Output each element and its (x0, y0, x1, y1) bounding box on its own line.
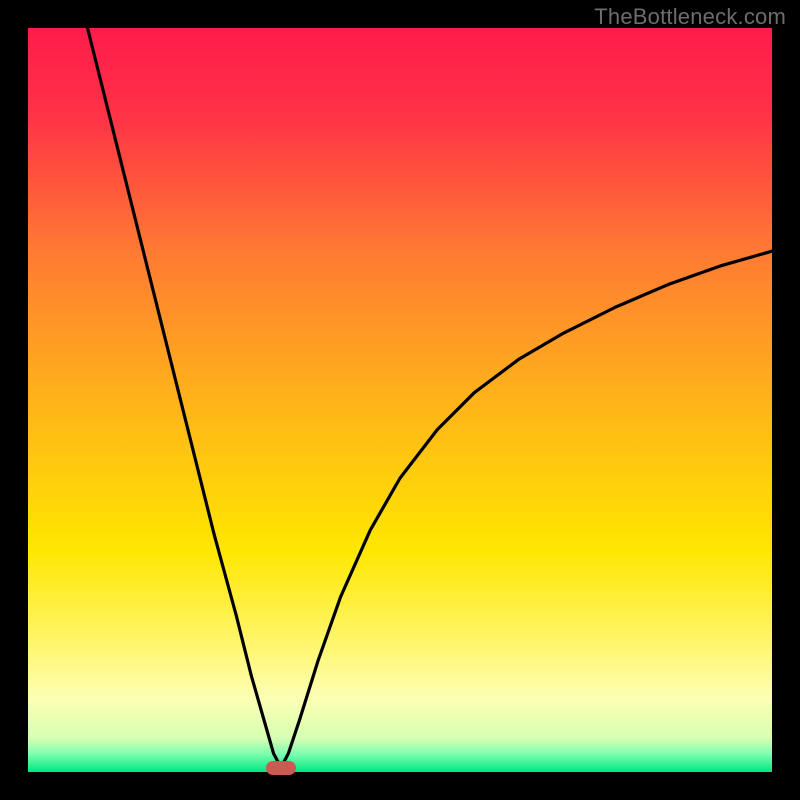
watermark-text: TheBottleneck.com (594, 4, 786, 30)
bottleneck-curve (28, 28, 772, 772)
minimum-marker (266, 761, 296, 775)
chart-plot-area (28, 28, 772, 772)
